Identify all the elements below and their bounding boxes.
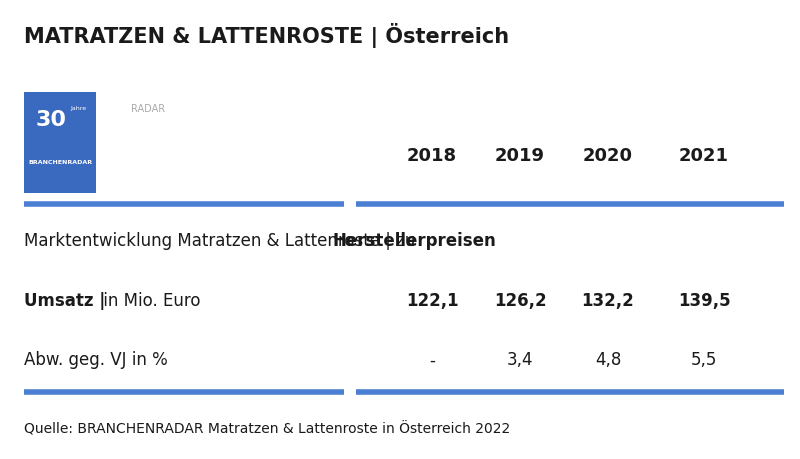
Text: MATRATZEN & LATTENROSTE | Österreich: MATRATZEN & LATTENROSTE | Österreich bbox=[24, 23, 509, 48]
Text: 30: 30 bbox=[36, 110, 67, 130]
Text: 3,4: 3,4 bbox=[506, 351, 534, 369]
Text: Quelle: BRANCHENRADAR Matratzen & Lattenroste in Österreich 2022: Quelle: BRANCHENRADAR Matratzen & Latten… bbox=[24, 422, 510, 437]
Text: 4,8: 4,8 bbox=[595, 351, 621, 369]
Text: Abw. geg. VJ in %: Abw. geg. VJ in % bbox=[24, 351, 168, 369]
Text: in Mio. Euro: in Mio. Euro bbox=[98, 291, 201, 310]
Text: -: - bbox=[429, 351, 435, 369]
Text: 132,2: 132,2 bbox=[582, 291, 634, 310]
Text: 2019: 2019 bbox=[495, 147, 545, 165]
Text: Herstellerpreisen: Herstellerpreisen bbox=[332, 232, 496, 250]
Text: Marktentwicklung Matratzen & Lattenroste | zu: Marktentwicklung Matratzen & Lattenroste… bbox=[24, 232, 421, 250]
Text: Jahre: Jahre bbox=[70, 106, 86, 112]
Text: 139,5: 139,5 bbox=[678, 291, 730, 310]
Text: 2021: 2021 bbox=[679, 147, 729, 165]
Text: BRANCHENRADAR: BRANCHENRADAR bbox=[28, 160, 92, 165]
Text: 5,5: 5,5 bbox=[691, 351, 717, 369]
Text: 2020: 2020 bbox=[583, 147, 633, 165]
Text: RADAR: RADAR bbox=[131, 104, 165, 114]
Text: 126,2: 126,2 bbox=[494, 291, 546, 310]
Text: 122,1: 122,1 bbox=[406, 291, 458, 310]
Text: Umsatz |: Umsatz | bbox=[24, 291, 106, 310]
Text: 2018: 2018 bbox=[407, 147, 457, 165]
Bar bbox=[24, 92, 96, 193]
